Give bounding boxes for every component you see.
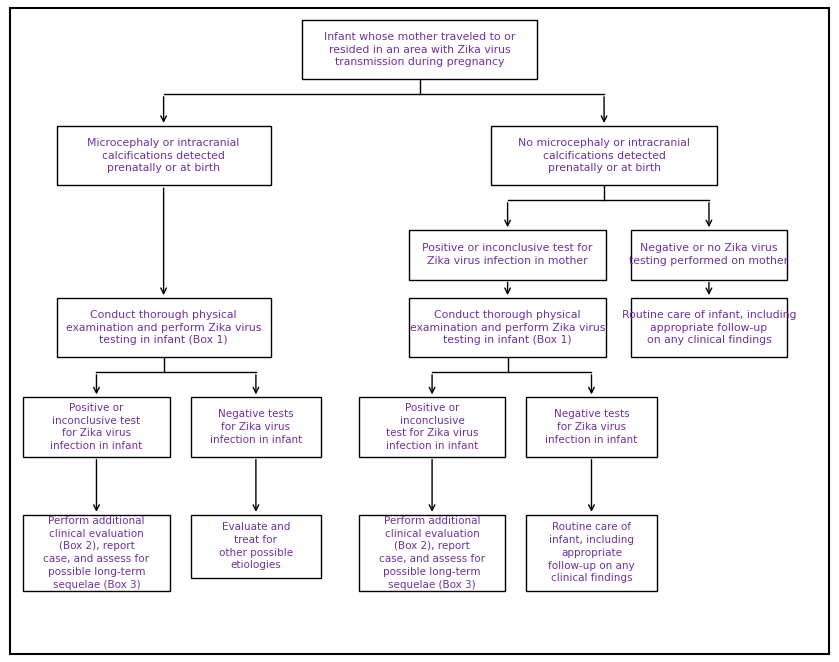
FancyBboxPatch shape	[409, 230, 606, 279]
Text: Negative tests
for Zika virus
infection in infant: Negative tests for Zika virus infection …	[210, 409, 302, 445]
FancyBboxPatch shape	[190, 397, 320, 457]
Text: Routine care of infant, including
appropriate follow-up
on any clinical findings: Routine care of infant, including approp…	[622, 310, 796, 346]
Text: Routine care of
infant, including
appropriate
follow-up on any
clinical findings: Routine care of infant, including approp…	[548, 522, 635, 583]
Text: Microcephaly or intracranial
calcifications detected
prenatally or at birth: Microcephaly or intracranial calcificati…	[87, 138, 240, 173]
Text: Conduct thorough physical
examination and perform Zika virus
testing in infant (: Conduct thorough physical examination an…	[66, 310, 261, 346]
Text: Perform additional
clinical evaluation
(Box 2), report
case, and assess for
poss: Perform additional clinical evaluation (…	[379, 516, 485, 590]
Text: Infant whose mother traveled to or
resided in an area with Zika virus
transmissi: Infant whose mother traveled to or resid…	[324, 32, 515, 68]
FancyBboxPatch shape	[10, 8, 829, 654]
FancyBboxPatch shape	[23, 397, 169, 457]
FancyBboxPatch shape	[527, 515, 656, 591]
FancyBboxPatch shape	[190, 515, 320, 577]
Text: Perform additional
clinical evaluation
(Box 2), report
case, and assess for
poss: Perform additional clinical evaluation (…	[44, 516, 149, 590]
Text: No microcephaly or intracranial
calcifications detected
prenatally or at birth: No microcephaly or intracranial calcific…	[519, 138, 690, 173]
FancyBboxPatch shape	[56, 298, 270, 357]
FancyBboxPatch shape	[631, 230, 787, 279]
FancyBboxPatch shape	[56, 126, 270, 185]
FancyBboxPatch shape	[23, 515, 169, 591]
FancyBboxPatch shape	[631, 298, 787, 357]
Text: Conduct thorough physical
examination and perform Zika virus
testing in infant (: Conduct thorough physical examination an…	[410, 310, 605, 346]
FancyBboxPatch shape	[302, 20, 537, 79]
Text: Positive or inconclusive test for
Zika virus infection in mother: Positive or inconclusive test for Zika v…	[422, 244, 593, 266]
Text: Negative tests
for Zika virus
infection in infant: Negative tests for Zika virus infection …	[545, 409, 638, 445]
FancyBboxPatch shape	[409, 298, 606, 357]
Text: Positive or
inconclusive test
for Zika virus
infection in infant: Positive or inconclusive test for Zika v…	[50, 402, 143, 451]
FancyBboxPatch shape	[359, 515, 505, 591]
FancyBboxPatch shape	[491, 126, 717, 185]
Text: Evaluate and
treat for
other possible
etiologies: Evaluate and treat for other possible et…	[219, 522, 293, 571]
Text: Negative or no Zika virus
testing performed on mother: Negative or no Zika virus testing perfor…	[629, 244, 789, 266]
Text: Positive or
inconclusive
test for Zika virus
infection in infant: Positive or inconclusive test for Zika v…	[386, 402, 478, 451]
FancyBboxPatch shape	[527, 397, 656, 457]
FancyBboxPatch shape	[359, 397, 505, 457]
